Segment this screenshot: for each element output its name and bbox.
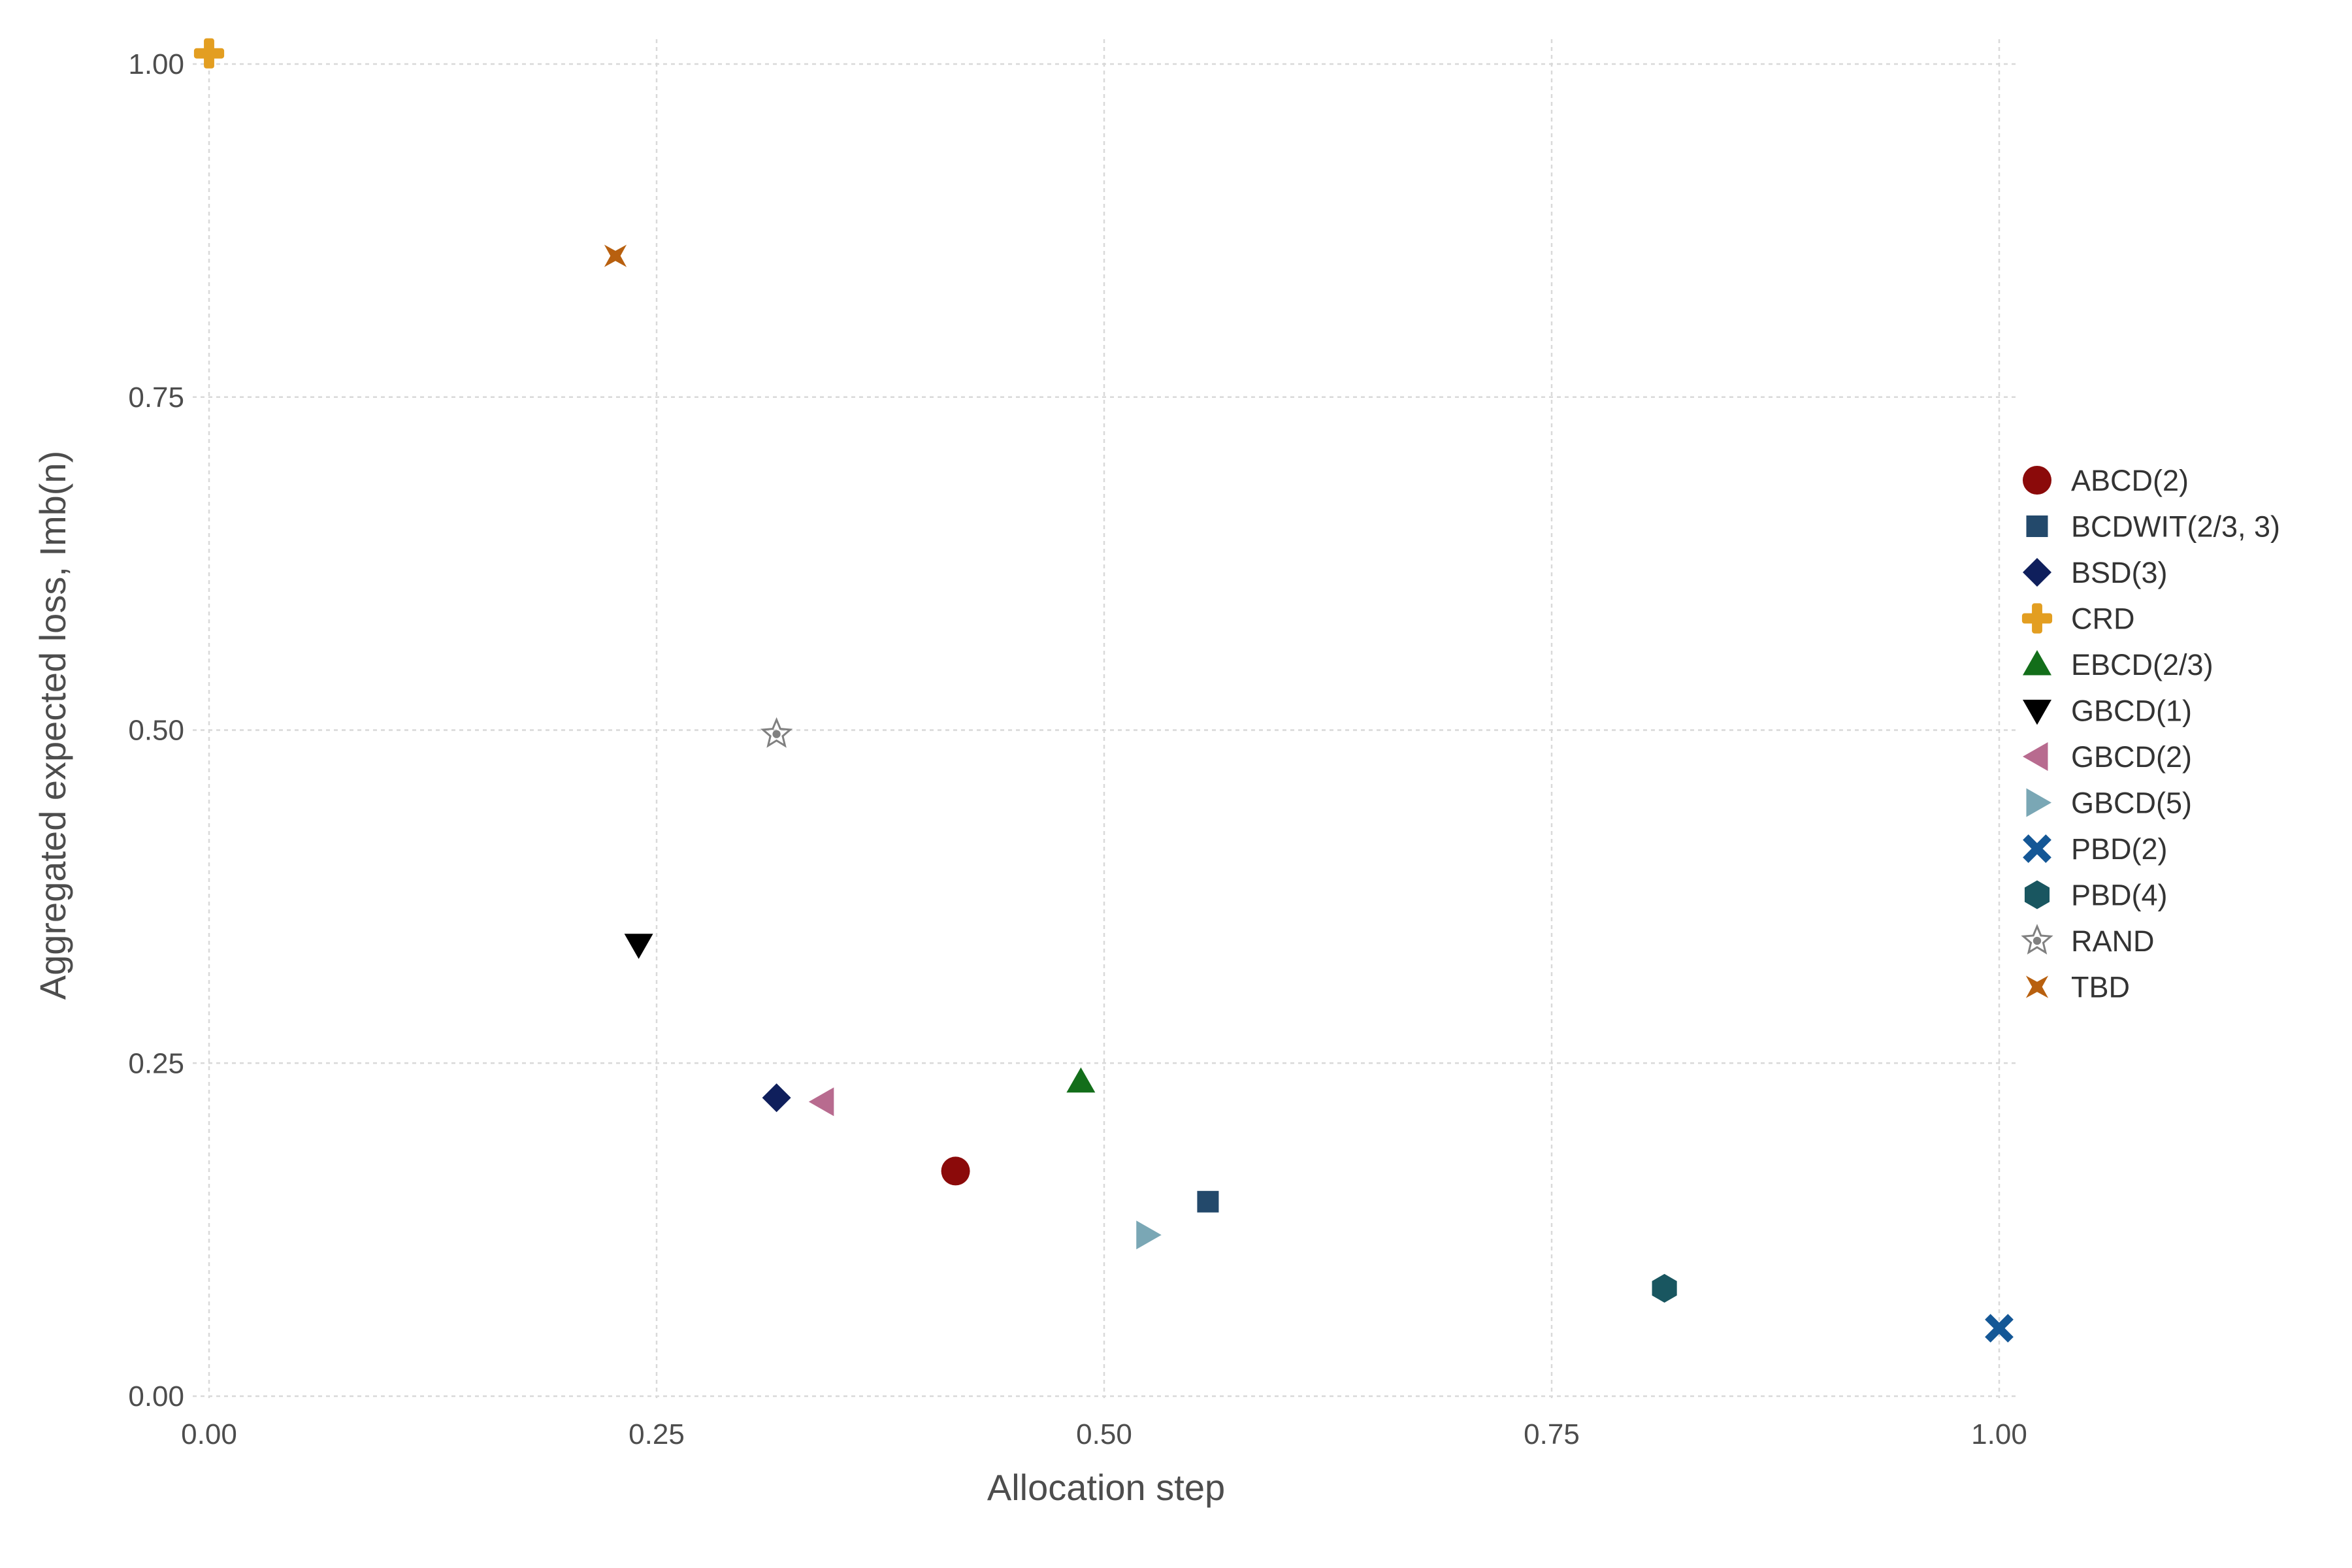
legend-label-rand: RAND — [2071, 924, 2155, 958]
x-tick-label: 0.50 — [1076, 1418, 1132, 1450]
data-point-tbd — [604, 244, 627, 267]
legend-marker-tbd — [2025, 975, 2049, 998]
x-tick-label: 0.00 — [181, 1418, 237, 1450]
legend-marker-bsd-3 — [2023, 558, 2051, 587]
legend-label-gbcd-5: GBCD(5) — [2071, 787, 2192, 820]
grid — [193, 39, 2016, 1398]
x-tick-label: 0.75 — [1524, 1418, 1580, 1450]
data-point-ebcd-2-3 — [1066, 1067, 1096, 1093]
y-tick-label: 0.75 — [128, 382, 184, 414]
data-point-bsd-3 — [762, 1083, 791, 1113]
legend-label-gbcd-1: GBCD(1) — [2071, 694, 2192, 728]
legend-marker-bcdwit-2-3-3 — [2026, 515, 2048, 537]
y-axis-ticks: 0.00 0.25 0.50 0.75 1.00 — [128, 48, 184, 1413]
x-axis-ticks: 0.00 0.25 0.50 0.75 1.00 — [181, 1418, 2027, 1450]
data-point-rand — [760, 717, 793, 748]
x-tick-label: 1.00 — [1971, 1418, 2027, 1450]
data-point-abcd-2 — [941, 1156, 970, 1186]
data-point-gbcd-5 — [1136, 1220, 1162, 1250]
y-tick-label: 0.25 — [128, 1047, 184, 1079]
legend-label-pbd-2: PBD(2) — [2071, 832, 2168, 866]
legend-marker-pbd-4 — [2024, 880, 2050, 909]
legend-marker-pbd-2 — [2023, 834, 2051, 863]
legend-marker-crd — [2021, 603, 2053, 634]
x-tick-label: 0.25 — [629, 1418, 685, 1450]
legend: ABCD(2) BCDWIT(2/3, 3) BSD(3) CRD EBCD(2/3) G… — [2021, 464, 2280, 1004]
y-tick-label: 0.50 — [128, 715, 184, 747]
legend-label-bcdwit-2-3-3: BCDWIT(2/3, 3) — [2071, 510, 2280, 544]
legend-marker-gbcd-2 — [2023, 742, 2048, 771]
data-point-crd — [193, 38, 225, 69]
legend-marker-gbcd-5 — [2026, 788, 2051, 817]
data-point-pbd-4 — [1652, 1273, 1677, 1303]
legend-label-abcd-2: ABCD(2) — [2071, 464, 2189, 497]
y-tick-label: 0.00 — [128, 1380, 184, 1413]
legend-label-bsd-3: BSD(3) — [2071, 556, 2168, 589]
legend-marker-gbcd-1 — [2023, 700, 2051, 725]
y-tick-label: 1.00 — [128, 48, 184, 80]
legend-label-crd: CRD — [2071, 602, 2135, 636]
data-point-bcdwit-2-3-3 — [1197, 1190, 1219, 1213]
legend-label-ebcd-2-3: EBCD(2/3) — [2071, 648, 2213, 681]
legend-label-pbd-4: PBD(4) — [2071, 879, 2168, 912]
data-point-pbd-2 — [1985, 1314, 2014, 1343]
legend-marker-rand — [2021, 924, 2053, 955]
legend-marker-abcd-2 — [2023, 466, 2051, 495]
data-point-gbcd-1 — [624, 934, 653, 959]
data-points — [193, 38, 2014, 1343]
x-axis-title: Allocation step — [987, 1467, 1225, 1508]
legend-marker-ebcd-2-3 — [2023, 650, 2051, 676]
y-axis-title: Aggregated expected loss, Imb(n) — [32, 451, 73, 1000]
data-point-gbcd-2 — [808, 1087, 834, 1117]
legend-label-tbd: TBD — [2071, 971, 2130, 1004]
legend-label-gbcd-2: GBCD(2) — [2071, 740, 2192, 774]
